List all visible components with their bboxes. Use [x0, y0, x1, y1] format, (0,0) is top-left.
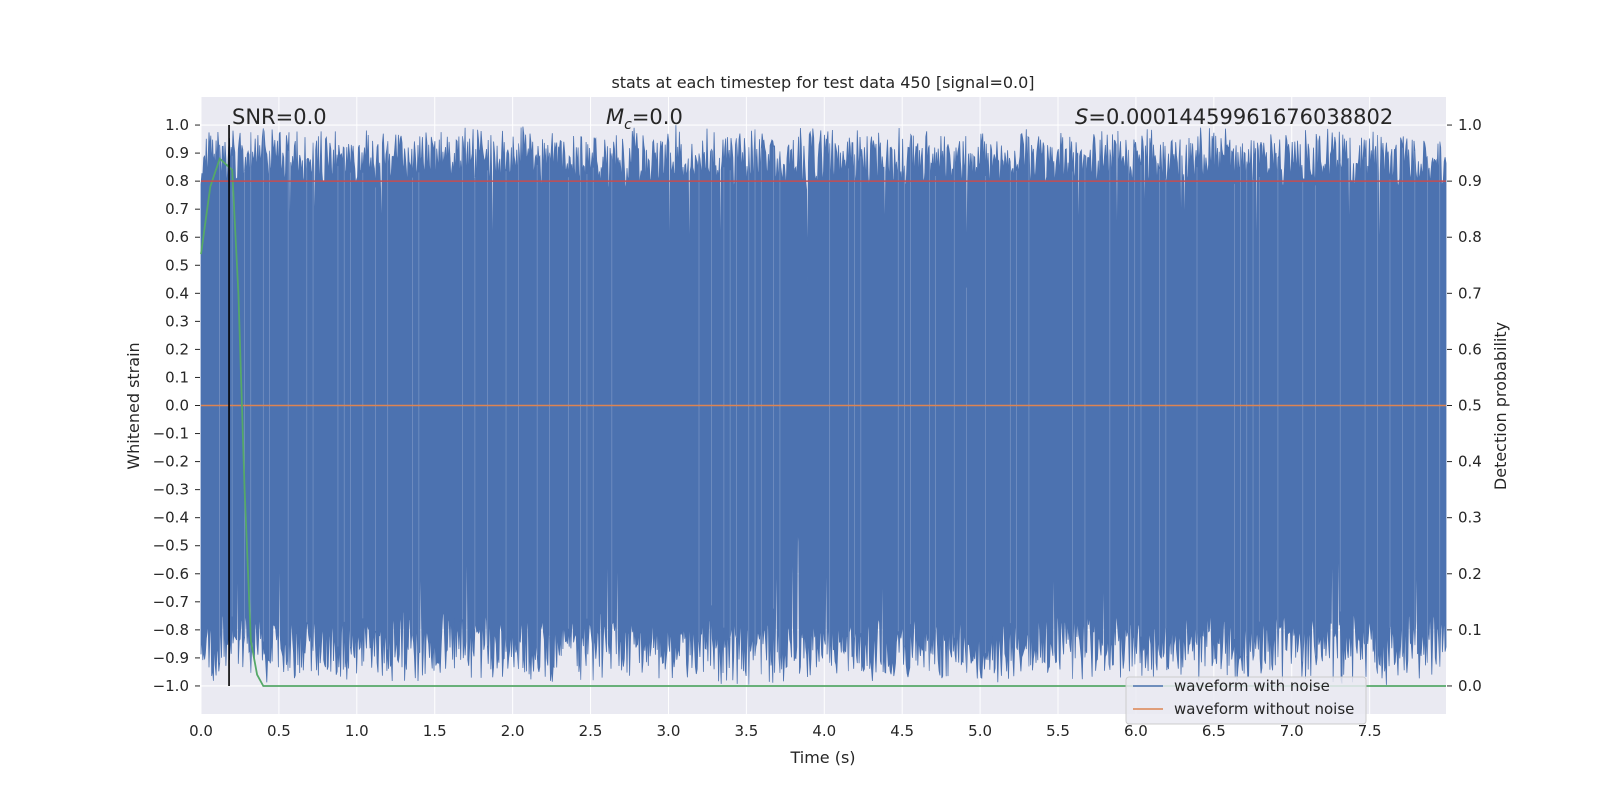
- y-tick-label: 0.5: [165, 256, 189, 274]
- y-tick-label: 0.9: [165, 144, 189, 162]
- y-tick-label: −0.7: [153, 593, 189, 611]
- legend-label-noise: waveform with noise: [1174, 677, 1330, 695]
- y-right-tick-label: 0.3: [1458, 509, 1482, 527]
- y-tick-label: −0.6: [153, 565, 189, 583]
- x-tick-label: 5.0: [968, 722, 992, 740]
- legend-box: [1125, 676, 1367, 725]
- y-right-axis-title: Detection probability: [1491, 322, 1510, 490]
- x-tick-labels: 0.0 0.5 1.0 1.5 2.0 2.5 3.0 3.5 4.0 4.5 5.0 5.5 6.0 6…: [189, 722, 1382, 740]
- x-tick-label: 7.5: [1358, 722, 1382, 740]
- chart-title: stats at each timestep for test data 450…: [611, 73, 1034, 92]
- y-right-tick-label: 0.5: [1458, 397, 1482, 415]
- x-tick-label: 4.0: [812, 722, 836, 740]
- x-tick-label: 1.5: [423, 722, 447, 740]
- y-tick-label: 0.1: [165, 368, 189, 386]
- x-tick-label: 5.5: [1046, 722, 1070, 740]
- x-tick-label: 7.0: [1280, 722, 1304, 740]
- x-tick-label: 3.5: [734, 722, 758, 740]
- x-tick-label: 6.0: [1124, 722, 1148, 740]
- legend: waveform with noise waveform without noi…: [1125, 676, 1367, 725]
- x-tick-label: 3.0: [657, 722, 681, 740]
- y-tick-label: 0.3: [165, 312, 189, 330]
- y-right-tick-label: 0.9: [1458, 172, 1482, 190]
- x-tick-label: 0.0: [189, 722, 213, 740]
- x-axis-title: Time (s): [789, 748, 855, 767]
- y-right-tick-label: 0.6: [1458, 340, 1482, 358]
- snr-annotation: SNR=0.0: [232, 105, 327, 129]
- s-annotation: S=0.00014459961676038802: [1075, 105, 1393, 129]
- y-right-tick-label: 0.0: [1458, 677, 1482, 695]
- mc-subscript: c: [624, 117, 632, 133]
- y-tick-label: 0.7: [165, 200, 189, 218]
- y-tick-label: 1.0: [165, 116, 189, 134]
- y-tick-label: 0.0: [165, 397, 189, 415]
- y-tick-label: −0.8: [153, 621, 189, 639]
- y-right-tick-label: 0.4: [1458, 453, 1482, 471]
- y-right-tick-labels: 1.0 0.9 0.8 0.7 0.6 0.5 0.4 0.3 0.2 0.1 0.0: [1447, 116, 1482, 695]
- mc-symbol: M: [606, 105, 624, 129]
- y-tick-label: 0.8: [165, 172, 189, 190]
- y-tick-label: −0.4: [153, 509, 189, 527]
- y-tick-label: 0.4: [165, 284, 189, 302]
- y-right-tick-label: 0.7: [1458, 284, 1482, 302]
- series-detection-probability: [200, 157, 1446, 687]
- y-tick-label: −0.1: [153, 425, 189, 443]
- x-tick-label: 2.5: [579, 722, 603, 740]
- x-tick-label: 0.5: [267, 722, 291, 740]
- s-value: =0.00014459961676038802: [1088, 105, 1393, 129]
- y-right-tick-label: 0.2: [1458, 565, 1482, 583]
- y-tick-label: −0.9: [153, 649, 189, 667]
- y-tick-label: −0.3: [153, 481, 189, 499]
- x-tick-label: 1.0: [345, 722, 369, 740]
- probability-line: [200, 157, 1446, 687]
- legend-label-clean: waveform without noise: [1174, 700, 1354, 718]
- x-tick-label: 4.5: [890, 722, 914, 740]
- y-tick-label: −0.5: [153, 537, 189, 555]
- mc-value: =0.0: [632, 105, 683, 129]
- y-tick-labels: 1.0 0.9 0.8 0.7 0.6 0.5 0.4 0.3 0.2 0.1 0.0 −0.1 −0.…: [153, 116, 200, 695]
- x-tick-label: 2.0: [501, 722, 525, 740]
- y-right-tick-label: 0.8: [1458, 228, 1482, 246]
- y-axis-title: Whitened strain: [124, 342, 143, 469]
- y-tick-label: 0.6: [165, 228, 189, 246]
- s-symbol: S: [1075, 105, 1088, 129]
- y-right-tick-label: 1.0: [1458, 116, 1482, 134]
- x-tick-label: 6.5: [1202, 722, 1226, 740]
- y-tick-label: −0.2: [153, 453, 189, 471]
- y-tick-label: −1.0: [153, 677, 189, 695]
- mc-annotation: Mc=0.0: [606, 105, 683, 133]
- y-right-tick-label: 0.1: [1458, 621, 1482, 639]
- y-tick-label: 0.2: [165, 340, 189, 358]
